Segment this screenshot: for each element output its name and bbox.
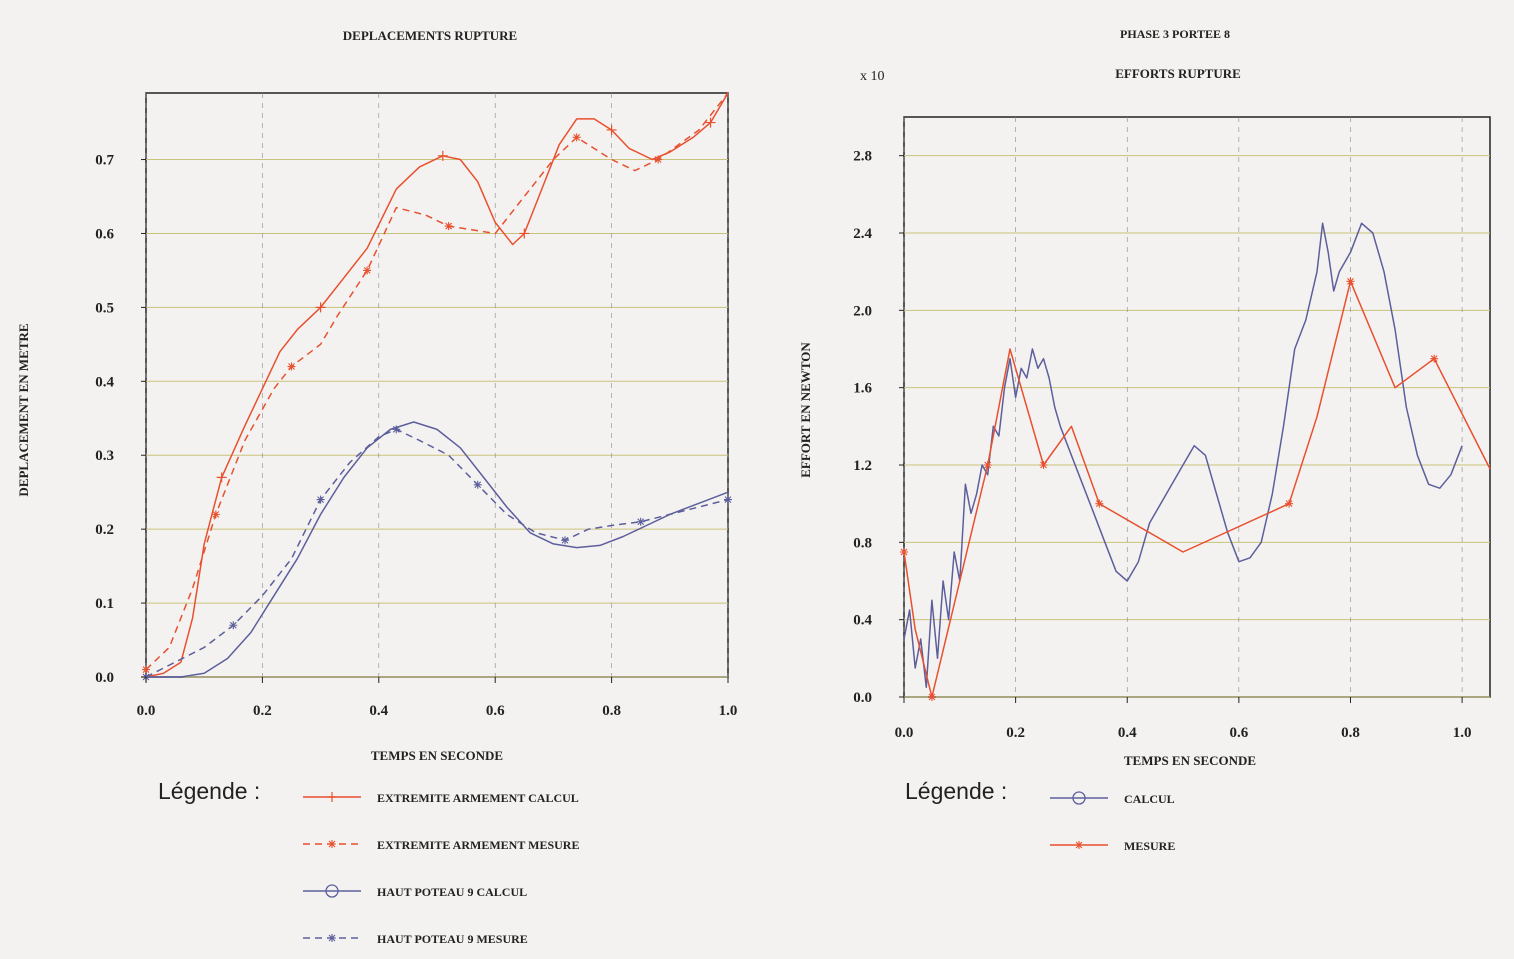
right-series-1-point [1039, 461, 1048, 469]
left-series-1-point [363, 266, 372, 275]
right-ytick-label: 1.6 [853, 381, 872, 397]
right-series-0-line [903, 222, 1463, 689]
right-ytick-label: 1.2 [853, 458, 872, 474]
right-chart-title: EFFORTS RUPTURE [1115, 66, 1241, 81]
right-series-1-point [983, 461, 992, 469]
left-x-axis-label: TEMPS EN SECONDE [371, 748, 503, 763]
left-series-1-point [572, 133, 581, 142]
chart-displacements: DEPLACEMENTS RUPTURE 0.00.10.20.30.40.50… [16, 28, 737, 763]
left-series-1-point [444, 222, 453, 231]
legend-swatch-marker [327, 792, 337, 802]
right-series-1-point [927, 693, 936, 701]
left-series-1-point [211, 510, 220, 519]
left-xtick-label: 0.2 [253, 703, 272, 719]
left-series-group [141, 92, 732, 682]
chart-efforts: PHASE 3 PORTEE 8 EFFORTS RUPTURE x 10 0.… [798, 27, 1491, 768]
left-ytick-label: 0.4 [95, 374, 114, 390]
right-y-axis-label: EFFORT EN NEWTON [798, 342, 813, 478]
right-series-1-point [900, 548, 908, 556]
left-ytick-label: 0.3 [95, 448, 114, 464]
legend-entry-label: CALCUL [1124, 792, 1175, 806]
legend-entry-label: HAUT POTEAU 9 CALCUL [377, 885, 527, 899]
left-xtick-label: 0.6 [486, 703, 505, 719]
left-legend-heading: Légende : [158, 778, 260, 804]
legend-entry-label: HAUT POTEAU 9 MESURE [377, 932, 528, 946]
legend-entry-label: EXTREMITE ARMEMENT CALCUL [377, 791, 579, 805]
left-series-3-line [145, 428, 729, 678]
left-xtick-label: 0.4 [369, 703, 388, 719]
left-grid [145, 93, 729, 678]
right-ticks: 0.0 0.4 0.8 1.2 1.6 2.0 2.4 2.8 0.0 0.2 0.4 0.6 0.8 1… [853, 149, 1471, 741]
right-xtick-label: 0.2 [1006, 725, 1025, 741]
left-series-3-point [392, 425, 401, 434]
left-series-0-point [519, 228, 530, 239]
left-series-0-point [315, 302, 326, 313]
legend-swatch-marker [328, 840, 336, 848]
right-scale-label: x 10 [860, 69, 885, 84]
legend-swatch-marker [1075, 841, 1083, 849]
right-ytick-label: 0.8 [853, 535, 872, 551]
left-series-0-point [437, 150, 448, 161]
right-xtick-label: 0.8 [1341, 725, 1360, 741]
left-ytick-label: 0.0 [95, 670, 114, 686]
left-series-3-point [473, 480, 482, 489]
left-plot-frame [145, 92, 729, 678]
left-y-axis-label: DEPLACEMENT EN METRE [16, 323, 31, 496]
right-series-1-line [903, 280, 1491, 698]
right-x-axis-label: TEMPS EN SECONDE [1124, 753, 1256, 768]
right-series-1-point [1285, 499, 1294, 508]
legend-swatch-marker [328, 934, 336, 942]
left-ytick-label: 0.1 [95, 596, 114, 612]
left-series-1-line [145, 92, 729, 671]
left-xtick-label: 0.8 [602, 703, 621, 719]
right-grid [903, 117, 1490, 698]
left-ytick-label: 0.6 [95, 226, 114, 242]
left-series-0-point [606, 124, 617, 135]
right-chart-subtitle: PHASE 3 PORTEE 8 [1120, 27, 1230, 41]
left-series-2-line [146, 421, 729, 678]
right-ytick-label: 2.8 [853, 149, 872, 165]
left-ytick-label: 0.5 [95, 300, 114, 316]
legend-entry-label: EXTREMITE ARMEMENT MESURE [377, 838, 579, 852]
left-series-3-point [561, 536, 570, 545]
left-series-3-point [229, 621, 238, 630]
left-series-3-point [724, 495, 732, 504]
legend-swatch-marker [325, 884, 339, 898]
right-xtick-label: 0.4 [1118, 725, 1137, 741]
legend-swatch-marker [1072, 791, 1086, 805]
right-ytick-label: 2.0 [853, 303, 872, 319]
left-series-3-point [636, 517, 645, 526]
right-xtick-label: 1.0 [1453, 725, 1472, 741]
left-xtick-label: 0.0 [137, 703, 156, 719]
left-chart-title: DEPLACEMENTS RUPTURE [343, 28, 517, 43]
left-series-0-line [145, 92, 729, 678]
right-xtick-label: 0.0 [895, 725, 914, 741]
right-ytick-label: 0.0 [853, 690, 872, 706]
right-ytick-label: 2.4 [853, 226, 872, 242]
left-series-0-point [705, 117, 716, 128]
right-series-1-point [1346, 277, 1355, 286]
right-series-group [900, 222, 1491, 701]
left-ticks: 0.0 0.1 0.2 0.3 0.4 0.5 0.6 0.7 0.0 0.2 0.4 0.6 0.8 1… [95, 153, 737, 719]
right-xtick-label: 0.6 [1229, 725, 1248, 741]
legend-entry-label: MESURE [1124, 839, 1175, 853]
right-legend: Légende : CALCUL MESURE [905, 778, 1175, 853]
left-ytick-label: 0.7 [95, 153, 114, 169]
right-series-1-point [1430, 354, 1439, 363]
left-legend: Légende : EXTREMITE ARMEMENT CALCUL EXTRE… [158, 778, 579, 946]
left-series-0-point [216, 472, 227, 483]
left-series-1-point [142, 665, 150, 674]
right-legend-heading: Légende : [905, 778, 1007, 804]
right-series-1-point [1095, 499, 1104, 508]
left-series-1-point [287, 362, 296, 371]
left-ytick-label: 0.2 [95, 522, 114, 538]
right-plot-frame [903, 116, 1491, 698]
left-series-1-point [654, 155, 663, 164]
left-xtick-label: 1.0 [719, 703, 738, 719]
right-ytick-label: 0.4 [853, 613, 872, 629]
left-series-3-point [316, 495, 325, 504]
